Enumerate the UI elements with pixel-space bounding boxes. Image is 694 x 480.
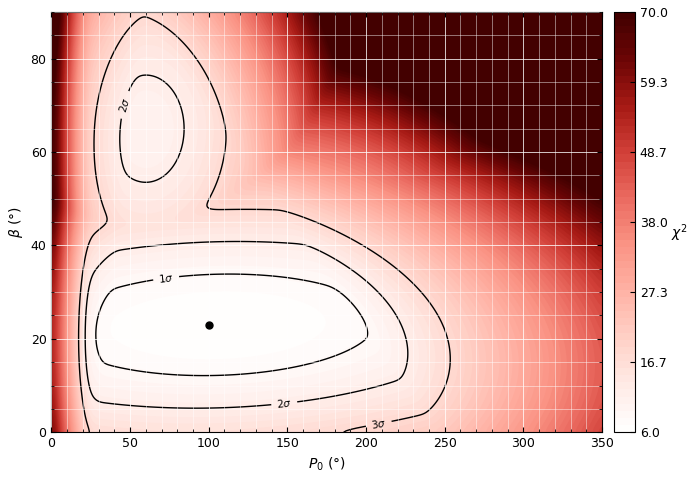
Point xyxy=(46,428,57,436)
Point xyxy=(46,428,57,436)
Point xyxy=(46,428,57,436)
Point xyxy=(46,428,57,436)
Point xyxy=(46,428,57,436)
Point xyxy=(46,428,57,436)
Point xyxy=(46,428,57,436)
Point xyxy=(46,428,57,436)
Point xyxy=(46,428,57,436)
Point xyxy=(46,428,57,436)
Point xyxy=(46,428,57,436)
Point xyxy=(46,428,57,436)
Point xyxy=(46,428,57,436)
Point xyxy=(46,428,57,436)
Point xyxy=(46,428,57,436)
Point xyxy=(46,428,57,436)
Y-axis label: $\chi^2$: $\chi^2$ xyxy=(670,222,687,244)
Point xyxy=(46,428,57,436)
Point xyxy=(46,428,57,436)
Point xyxy=(46,428,57,436)
Point xyxy=(46,428,57,436)
Point xyxy=(46,428,57,436)
Point xyxy=(46,428,57,436)
Text: 1$\sigma$: 1$\sigma$ xyxy=(158,271,174,285)
Point xyxy=(46,428,57,436)
Point xyxy=(46,428,57,436)
Point xyxy=(46,428,57,436)
Text: 3$\sigma$: 3$\sigma$ xyxy=(370,417,387,431)
Point xyxy=(46,428,57,436)
Point xyxy=(46,428,57,436)
Point xyxy=(46,428,57,436)
Point xyxy=(46,428,57,436)
Point xyxy=(46,428,57,436)
Point xyxy=(46,428,57,436)
Point xyxy=(46,428,57,436)
Point xyxy=(46,428,57,436)
Point xyxy=(46,428,57,436)
Point xyxy=(46,428,57,436)
Point xyxy=(46,428,57,436)
Point xyxy=(46,428,57,436)
Point xyxy=(46,428,57,436)
Point xyxy=(46,428,57,436)
Point xyxy=(46,428,57,436)
X-axis label: $P_0$ (°): $P_0$ (°) xyxy=(307,456,346,473)
Point xyxy=(46,428,57,436)
Point xyxy=(46,428,57,436)
Y-axis label: $\beta$ (°): $\beta$ (°) xyxy=(7,206,25,238)
Point xyxy=(46,428,57,436)
Point xyxy=(46,428,57,436)
Point xyxy=(46,428,57,436)
Text: 2$\sigma$: 2$\sigma$ xyxy=(117,96,132,114)
Point xyxy=(46,428,57,436)
Point xyxy=(46,428,57,436)
Text: 2$\sigma$: 2$\sigma$ xyxy=(276,396,292,410)
Point xyxy=(46,428,57,436)
Point xyxy=(46,428,57,436)
Point xyxy=(46,428,57,436)
Point xyxy=(46,428,57,436)
Point xyxy=(46,428,57,436)
Point xyxy=(46,428,57,436)
Point xyxy=(46,428,57,436)
Point xyxy=(46,428,57,436)
Point xyxy=(46,428,57,436)
Point xyxy=(46,428,57,436)
Point xyxy=(46,428,57,436)
Point xyxy=(46,428,57,436)
